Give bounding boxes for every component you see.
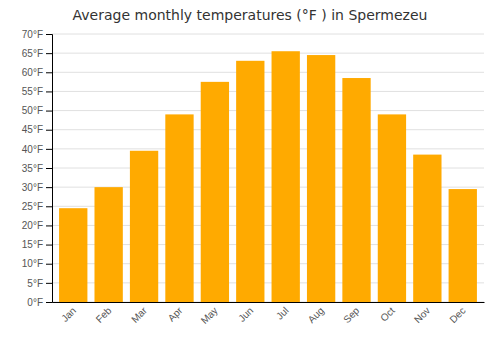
title: Average monthly temperatures (°F ) in Sp… — [73, 7, 428, 23]
tick-label: 60°F — [22, 67, 43, 78]
tick: 35°F — [22, 163, 52, 174]
tick: 10°F — [22, 258, 52, 269]
tick: 40°F — [22, 144, 52, 155]
tick: Aug — [306, 305, 326, 325]
tick-label: Jul — [274, 305, 291, 322]
grid-line — [52, 129, 484, 130]
tick-label: 50°F — [22, 105, 43, 116]
tick: 20°F — [22, 220, 52, 231]
tick: Jul — [274, 305, 291, 322]
tick-mark — [46, 53, 52, 54]
tick-label: Oct — [378, 305, 397, 324]
grid-line — [52, 34, 484, 35]
grid-line — [52, 110, 484, 111]
tick-label: Sep — [341, 305, 362, 326]
axis-line — [46, 35, 53, 303]
tick-label: Jun — [236, 305, 255, 324]
tick-label: Mar — [129, 304, 149, 324]
tick: 5°F — [27, 278, 52, 289]
tick: Sep — [341, 305, 362, 326]
axis-line — [53, 302, 485, 303]
tick-mark — [46, 264, 52, 265]
tick-mark — [46, 245, 52, 246]
tick: Feb — [94, 305, 114, 325]
tick-label: 15°F — [22, 239, 43, 250]
tick: 0°F — [27, 297, 52, 308]
bar — [236, 61, 264, 302]
tick-mark — [46, 206, 52, 207]
tick-label: Aug — [306, 305, 326, 325]
tick: 15°F — [22, 239, 52, 250]
tick-mark — [46, 168, 52, 169]
grid-line — [52, 91, 484, 92]
tick-label: Jan — [59, 305, 78, 324]
grid-line — [52, 72, 484, 73]
tick-label: 45°F — [22, 124, 43, 135]
plot: 0°F 5°F 10°F 15°F 20°F 25°F 30°F 35°F 40°F 45°F 50… — [22, 29, 485, 326]
tick-mark — [46, 187, 52, 188]
tick-mark — [46, 283, 52, 284]
tick-mark — [46, 111, 52, 112]
tick-mark — [46, 130, 52, 131]
bars — [59, 51, 477, 302]
bar — [307, 55, 335, 302]
tick-label: 30°F — [22, 182, 43, 193]
grid — [52, 34, 484, 302]
tick-mark — [46, 72, 52, 73]
tick-mark — [46, 34, 52, 35]
bar — [413, 155, 441, 302]
tick-label: 10°F — [22, 258, 43, 269]
tick-label: Dec — [447, 305, 467, 325]
tick-label: 55°F — [22, 86, 43, 97]
tick: Mar — [129, 304, 149, 324]
tick-mark — [46, 149, 52, 150]
tick-label: 70°F — [22, 29, 43, 40]
bar — [342, 78, 370, 302]
tick: May — [199, 305, 220, 326]
tick-label: Apr — [166, 304, 185, 323]
tick: 45°F — [22, 124, 52, 135]
tick: 25°F — [22, 201, 52, 212]
tick-mark — [46, 91, 52, 92]
bar — [165, 114, 193, 302]
tick: Oct — [378, 305, 397, 324]
tick: 60°F — [22, 67, 52, 78]
tick: Nov — [412, 305, 432, 325]
tick: Dec — [447, 305, 467, 325]
x-axis: Jan Feb Mar Apr May Jun Jul Aug Sep Oct Nov Dec — [53, 303, 485, 326]
grid-line — [52, 53, 484, 54]
bar — [272, 51, 300, 302]
tick-label: 65°F — [22, 48, 43, 59]
tick: 70°F — [22, 29, 52, 40]
tick: 65°F — [22, 48, 52, 59]
tick-label: Feb — [94, 305, 114, 325]
tick-mark — [46, 302, 52, 303]
tick: Apr — [166, 304, 185, 323]
tick: Jun — [236, 305, 255, 324]
chart: Average monthly temperatures (°F ) in Sp… — [0, 0, 500, 350]
bar — [130, 151, 158, 302]
tick: 30°F — [22, 182, 52, 193]
bar — [59, 208, 87, 302]
tick-mark — [46, 225, 52, 226]
bar — [449, 189, 477, 302]
bar — [94, 187, 122, 302]
tick-label: 5°F — [27, 278, 43, 289]
tick-label: 40°F — [22, 144, 43, 155]
tick-label: 20°F — [22, 220, 43, 231]
tick-label: 0°F — [27, 297, 43, 308]
tick: 50°F — [22, 105, 52, 116]
grid-line — [52, 148, 484, 149]
tick-label: 25°F — [22, 201, 43, 212]
tick-label: May — [199, 305, 220, 326]
tick-label: 35°F — [22, 163, 43, 174]
bar — [378, 114, 406, 302]
bar — [201, 82, 229, 302]
y-axis: 0°F 5°F 10°F 15°F 20°F 25°F 30°F 35°F 40°F 45°F 50… — [22, 29, 53, 308]
tick: Jan — [59, 305, 78, 324]
tick: 55°F — [22, 86, 52, 97]
tick-label: Nov — [412, 305, 432, 325]
